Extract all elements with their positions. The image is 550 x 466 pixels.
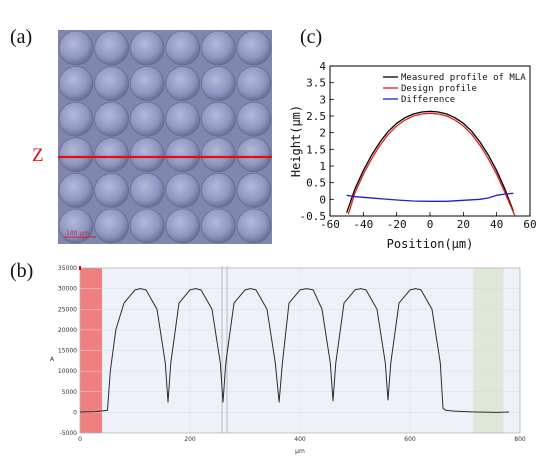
microlens [94,101,129,137]
microlens [94,30,129,66]
y-tick-label: 2.5 [306,110,326,123]
microlens [129,101,165,137]
panel-label-b: (b) [10,260,34,282]
microlens [236,66,272,101]
series-line-1 [346,110,514,213]
microlens [201,101,236,137]
y-tick-label: 3.5 [306,77,326,90]
y-tick-label: 0 [73,409,77,416]
microlens [94,173,129,208]
microlens [129,66,165,101]
x-tick-label: 600 [404,436,416,443]
microlens [201,66,236,101]
panel-label-a: (a) [10,26,33,48]
y-tick-label: 1.5 [306,143,326,156]
legend-entry: Measured profile of MLA [401,73,526,83]
y-tick-label: 4 [319,60,326,73]
microlens [165,66,201,101]
microlens [165,173,201,208]
y-tick-label: 35000 [58,265,77,272]
y-tick-label: 3 [319,93,326,106]
microlens [94,208,129,244]
x-axis-label: µm [295,448,305,455]
panel-label-c: (c) [300,26,323,48]
microlens [236,30,272,66]
legend-entry: Design profile [401,84,477,94]
scale-bar-label: 100 µm [66,230,89,237]
y-tick-label: 15000 [58,348,77,355]
microlens [129,208,165,244]
microlens [58,208,94,244]
microlens [58,30,94,66]
microlens [129,173,165,208]
series-line-3 [346,192,514,202]
y-tick-label: -0.5 [300,210,327,223]
y-tick-label: 10000 [58,368,77,375]
microlens [201,208,236,244]
micrograph-background [58,30,272,244]
microlens [94,137,129,173]
series-line-2 [347,112,516,217]
x-tick-label: 0 [78,436,82,443]
microlens [236,208,272,244]
x-tick-label: 40 [490,218,503,231]
x-tick-label: 200 [184,436,196,443]
microlens [58,101,94,137]
microlens [165,30,201,66]
y-tick-label: 0.5 [306,177,326,190]
microlens [129,137,165,173]
microlens [165,137,201,173]
x-tick-label: 0 [427,218,434,231]
y-tick-label: 1 [319,160,326,173]
y-tick-label: 5000 [62,389,77,396]
microlens [236,173,272,208]
x-tick-label: 60 [523,218,536,231]
x-tick-label: 800 [514,436,526,443]
microlens [58,137,94,173]
y-tick-label: 25000 [58,306,77,313]
microlens [236,101,272,137]
y-axis-label: A [50,356,55,363]
profile-line [79,288,510,413]
microlens [129,30,165,66]
microlens [165,101,201,137]
cut-line-label: Z [32,145,44,166]
x-tick-label: -20 [387,218,407,231]
microlens [94,66,129,101]
microlens [201,173,236,208]
microlens [58,173,94,208]
microlens [201,30,236,66]
lens-grid [58,30,272,244]
y-tick-label: 2 [319,127,326,140]
x-tick-label: 400 [294,436,306,443]
microlens [58,66,94,101]
x-tick-label: -40 [353,218,373,231]
x-tick-label: 20 [457,218,470,231]
y-tick-label: -5000 [60,430,78,437]
y-tick-label: 30000 [58,286,77,293]
microlens [236,137,272,173]
x-axis-label: Position(μm) [387,237,474,251]
profile-chart: -60 -40 -20 0 20 40 60 -0.5 0 0.5 1 1.5 2 2.5 3 3.5 4 M… [290,60,537,251]
microlens [201,137,236,173]
microlens-array-image: 100 µm [58,30,272,244]
y-tick-label: 20000 [58,327,77,334]
x-tick-label: -60 [320,218,340,231]
line-scan-chart: 0 200 400 600 800 -5000050001000015000200002… [50,265,526,455]
legend-entry: Difference [401,95,455,105]
y-tick-label: 0 [319,193,326,206]
y-axis-label: Height(μm) [290,105,303,177]
microlens [165,208,201,244]
